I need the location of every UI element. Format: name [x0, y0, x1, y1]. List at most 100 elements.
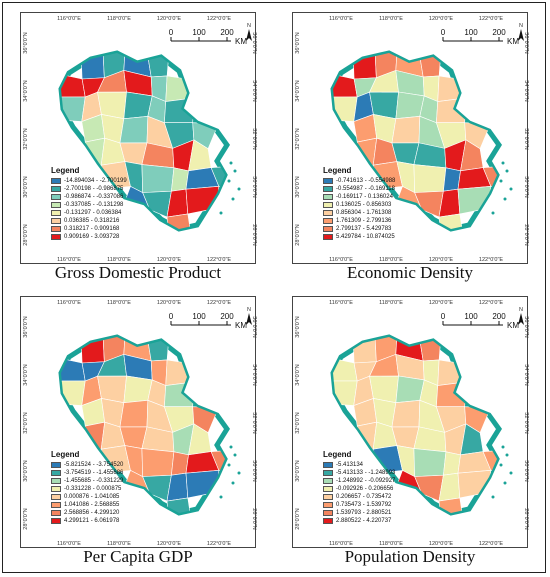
latitude-tick: 32°0'0"N	[23, 128, 29, 149]
legend-range: 1.539793 - 2.880521	[336, 510, 392, 516]
map-panel: 116°0'0"E 116°0'0"E 118°0'0"E 118°0'0"E 120°…	[280, 290, 540, 572]
island	[233, 169, 237, 173]
scale-label: 100	[464, 28, 478, 37]
map-region	[438, 213, 464, 229]
legend-range: 0.036385 - 0.318216	[64, 218, 120, 224]
latitude-tick: 36°0'0"N	[523, 32, 529, 53]
map-region	[146, 337, 170, 362]
north-label: N	[519, 23, 523, 29]
north-arrow-icon	[246, 313, 252, 325]
legend-swatch	[51, 510, 61, 516]
latitude-tick: 36°0'0"N	[295, 316, 301, 337]
legend-title: Legend	[323, 450, 352, 459]
scale-label: 0	[441, 28, 446, 37]
north-arrow-icon	[518, 29, 524, 41]
legend-range: 0.735473 - 1.539792	[336, 502, 392, 508]
latitude-tick: 28°0'0"N	[251, 224, 257, 245]
legend-swatch	[51, 234, 61, 240]
longitude-tick: 122°0'0"E	[207, 16, 231, 22]
island	[227, 179, 231, 183]
legend-range: 1.041086 - 2.568855	[64, 502, 120, 508]
legend-range: -0.092926 - 0.206656	[336, 486, 394, 492]
legend-range: 4.299121 - 6.061978	[64, 518, 120, 524]
choropleth-map: 116°0'0"E 116°0'0"E 118°0'0"E 118°0'0"E 120°…	[292, 12, 529, 264]
legend-range: -2.700198 - -0.986875	[64, 186, 124, 192]
legend-range: -0.337085 - -0.131298	[64, 202, 124, 208]
north-label: N	[519, 307, 523, 313]
legend-swatch	[51, 194, 61, 200]
map-region	[391, 115, 421, 144]
legend: Legend -5.821524 - -3.754520 -3.754519 - -…	[51, 450, 161, 525]
map-region	[391, 399, 421, 428]
map-region	[418, 337, 442, 362]
map-region	[438, 497, 464, 513]
legend: Legend -14.894034 - -2.700199 -2.700198 - …	[51, 166, 161, 241]
island	[499, 179, 503, 183]
legend-swatch	[323, 218, 333, 224]
longitude-tick: 118°0'0"E	[379, 16, 403, 22]
map-title: Gross Domestic Product	[54, 263, 222, 282]
legend-item: -0.131297 - 0.036384	[51, 209, 161, 217]
legend-item: -5.413133 - -1.248993	[323, 469, 433, 477]
legend-swatch	[323, 518, 333, 524]
island	[503, 197, 507, 201]
legend-item: 0.318217 - 0.909168	[51, 225, 161, 233]
island	[491, 495, 495, 499]
latitude-tick: 30°0'0"N	[251, 460, 257, 481]
scale-label: 200	[492, 28, 506, 37]
map-canvas: 116°0'0"E 116°0'0"E 118°0'0"E 118°0'0"E 120°…	[295, 16, 529, 263]
legend-range: -5.821524 - -3.754520	[64, 462, 124, 468]
legend-range: 5.429784 - 10.874025	[336, 234, 395, 240]
legend-swatch	[323, 234, 333, 240]
legend-swatch	[51, 502, 61, 508]
longitude-tick: 116°0'0"E	[329, 541, 353, 547]
island	[237, 187, 241, 191]
longitude-tick: 118°0'0"E	[379, 300, 403, 306]
legend-swatch	[323, 226, 333, 232]
map-region	[333, 73, 358, 98]
legend-item: -1.455685 - -0.331229	[51, 477, 161, 485]
latitude-tick: 28°0'0"N	[251, 508, 257, 529]
island	[501, 161, 505, 165]
map-region	[436, 381, 467, 408]
legend-swatch	[323, 510, 333, 516]
latitude-tick: 28°0'0"N	[23, 224, 29, 245]
longitude-tick: 116°0'0"E	[329, 16, 353, 22]
latitude-tick: 28°0'0"N	[523, 508, 529, 529]
legend-item: 4.299121 - 6.061978	[51, 517, 161, 525]
longitude-tick: 116°0'0"E	[57, 257, 81, 263]
map-panel: 116°0'0"E 116°0'0"E 118°0'0"E 118°0'0"E 120°…	[280, 6, 540, 288]
longitude-tick: 118°0'0"E	[107, 16, 131, 22]
map-region	[437, 359, 467, 386]
latitude-tick: 32°0'0"N	[523, 128, 529, 149]
legend-item: 0.206657 - 0.735472	[323, 493, 433, 501]
longitude-tick: 116°0'0"E	[329, 257, 353, 263]
island	[233, 453, 237, 457]
legend-swatch	[51, 470, 61, 476]
legend-item: -0.169117 - 0.136024	[323, 193, 433, 201]
map-region	[418, 53, 442, 78]
scale-label: 0	[169, 312, 174, 321]
legend-swatch	[323, 178, 333, 184]
legend-swatch	[51, 462, 61, 468]
north-arrow-icon	[246, 29, 252, 41]
legend-item: 0.735473 - 1.539792	[323, 501, 433, 509]
legend-swatch	[51, 518, 61, 524]
latitude-tick: 36°0'0"N	[23, 32, 29, 53]
longitude-tick: 116°0'0"E	[57, 300, 81, 306]
latitude-tick: 32°0'0"N	[251, 412, 257, 433]
island	[501, 445, 505, 449]
map-region	[210, 449, 227, 474]
latitude-tick: 32°0'0"N	[251, 128, 257, 149]
legend-item: 2.880522 - 4.220737	[323, 517, 433, 525]
longitude-tick: 122°0'0"E	[207, 257, 231, 263]
legend-item: 2.568856 - 4.299120	[51, 509, 161, 517]
island	[229, 161, 233, 165]
map-canvas: 116°0'0"E 116°0'0"E 118°0'0"E 118°0'0"E 120°…	[295, 300, 529, 547]
legend-item: -5.821524 - -3.754520	[51, 461, 161, 469]
legend-range: 0.206657 - 0.735472	[336, 494, 392, 500]
map-region	[164, 381, 195, 408]
legend-range: 2.568856 - 4.299120	[64, 510, 120, 516]
